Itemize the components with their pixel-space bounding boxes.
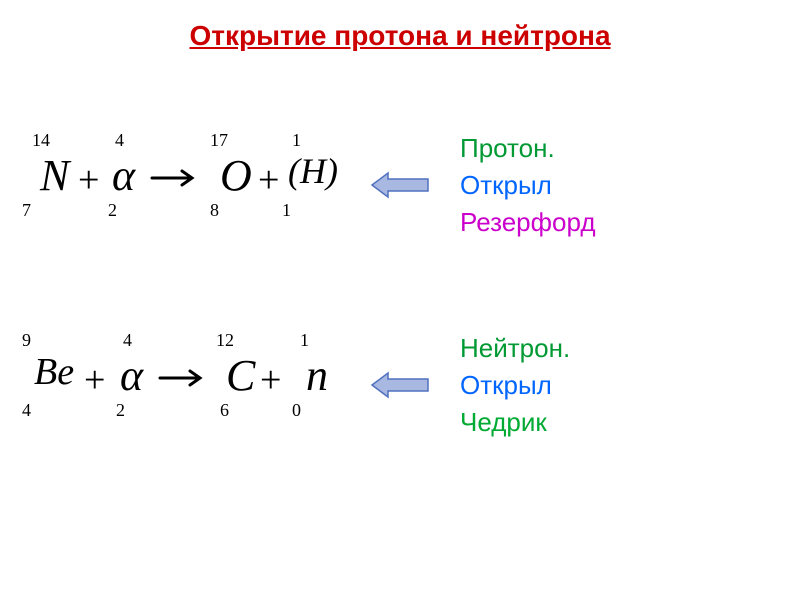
proton-section: 14 N 7 + 4 α 2 17 O 8 + 1 (H) 1 Протон. … [20, 130, 596, 240]
p2-atom: 1 [282, 200, 291, 221]
np1-sym: C [226, 350, 255, 401]
neutron-particle-label: Нейтрон. [460, 333, 570, 364]
np1-mass: 12 [216, 330, 234, 351]
neutron-discover-label: Открыл [460, 370, 570, 401]
np2-mass: 1 [300, 330, 309, 351]
neutron-person-label: Чедрик [460, 407, 570, 438]
proton-discover-label: Открыл [460, 170, 552, 200]
r2-sym: α [112, 150, 135, 201]
p1-sym: O [220, 150, 252, 201]
r1-mass: 14 [32, 130, 50, 151]
nr1-mass: 9 [22, 330, 31, 351]
plus2: + [258, 158, 279, 202]
r2-atom: 2 [108, 200, 117, 221]
nr2-mass: 4 [123, 330, 132, 351]
p2-sym: (H) [288, 150, 338, 192]
plus1: + [78, 158, 99, 202]
np1-atom: 6 [220, 400, 229, 421]
r1-atom: 7 [22, 200, 31, 221]
proton-person-label: Резерфорд [460, 207, 596, 238]
nr2-sym: α [120, 350, 143, 401]
nr2-atom: 2 [116, 400, 125, 421]
nreact-arrow-icon [158, 368, 208, 393]
np2-atom: 0 [292, 400, 301, 421]
neutron-equation: 9 Be 4 + 4 α 2 12 C 6 + 1 n 0 [20, 330, 340, 440]
left-arrow-icon [370, 370, 430, 400]
r1-sym: N [40, 150, 69, 201]
proton-particle-label: Протон. [460, 133, 596, 164]
react-arrow-icon [150, 168, 200, 193]
slide-title: Открытие протона и нейтрона [0, 0, 800, 52]
nplus2: + [260, 358, 281, 402]
left-arrow-icon [370, 170, 430, 200]
nr1-sym: Be [34, 350, 74, 394]
p2-mass: 1 [292, 130, 301, 151]
proton-labels: Протон. Открыл Резерфорд [460, 133, 596, 238]
nr1-atom: 4 [22, 400, 31, 421]
neutron-section: 9 Be 4 + 4 α 2 12 C 6 + 1 n 0 Нейтрон. О… [20, 330, 570, 440]
r2-mass: 4 [115, 130, 124, 151]
p1-mass: 17 [210, 130, 228, 151]
np2-sym: n [306, 350, 328, 401]
nplus1: + [84, 358, 105, 402]
neutron-labels: Нейтрон. Открыл Чедрик [460, 333, 570, 438]
proton-equation: 14 N 7 + 4 α 2 17 O 8 + 1 (H) 1 [20, 130, 340, 240]
p1-atom: 8 [210, 200, 219, 221]
